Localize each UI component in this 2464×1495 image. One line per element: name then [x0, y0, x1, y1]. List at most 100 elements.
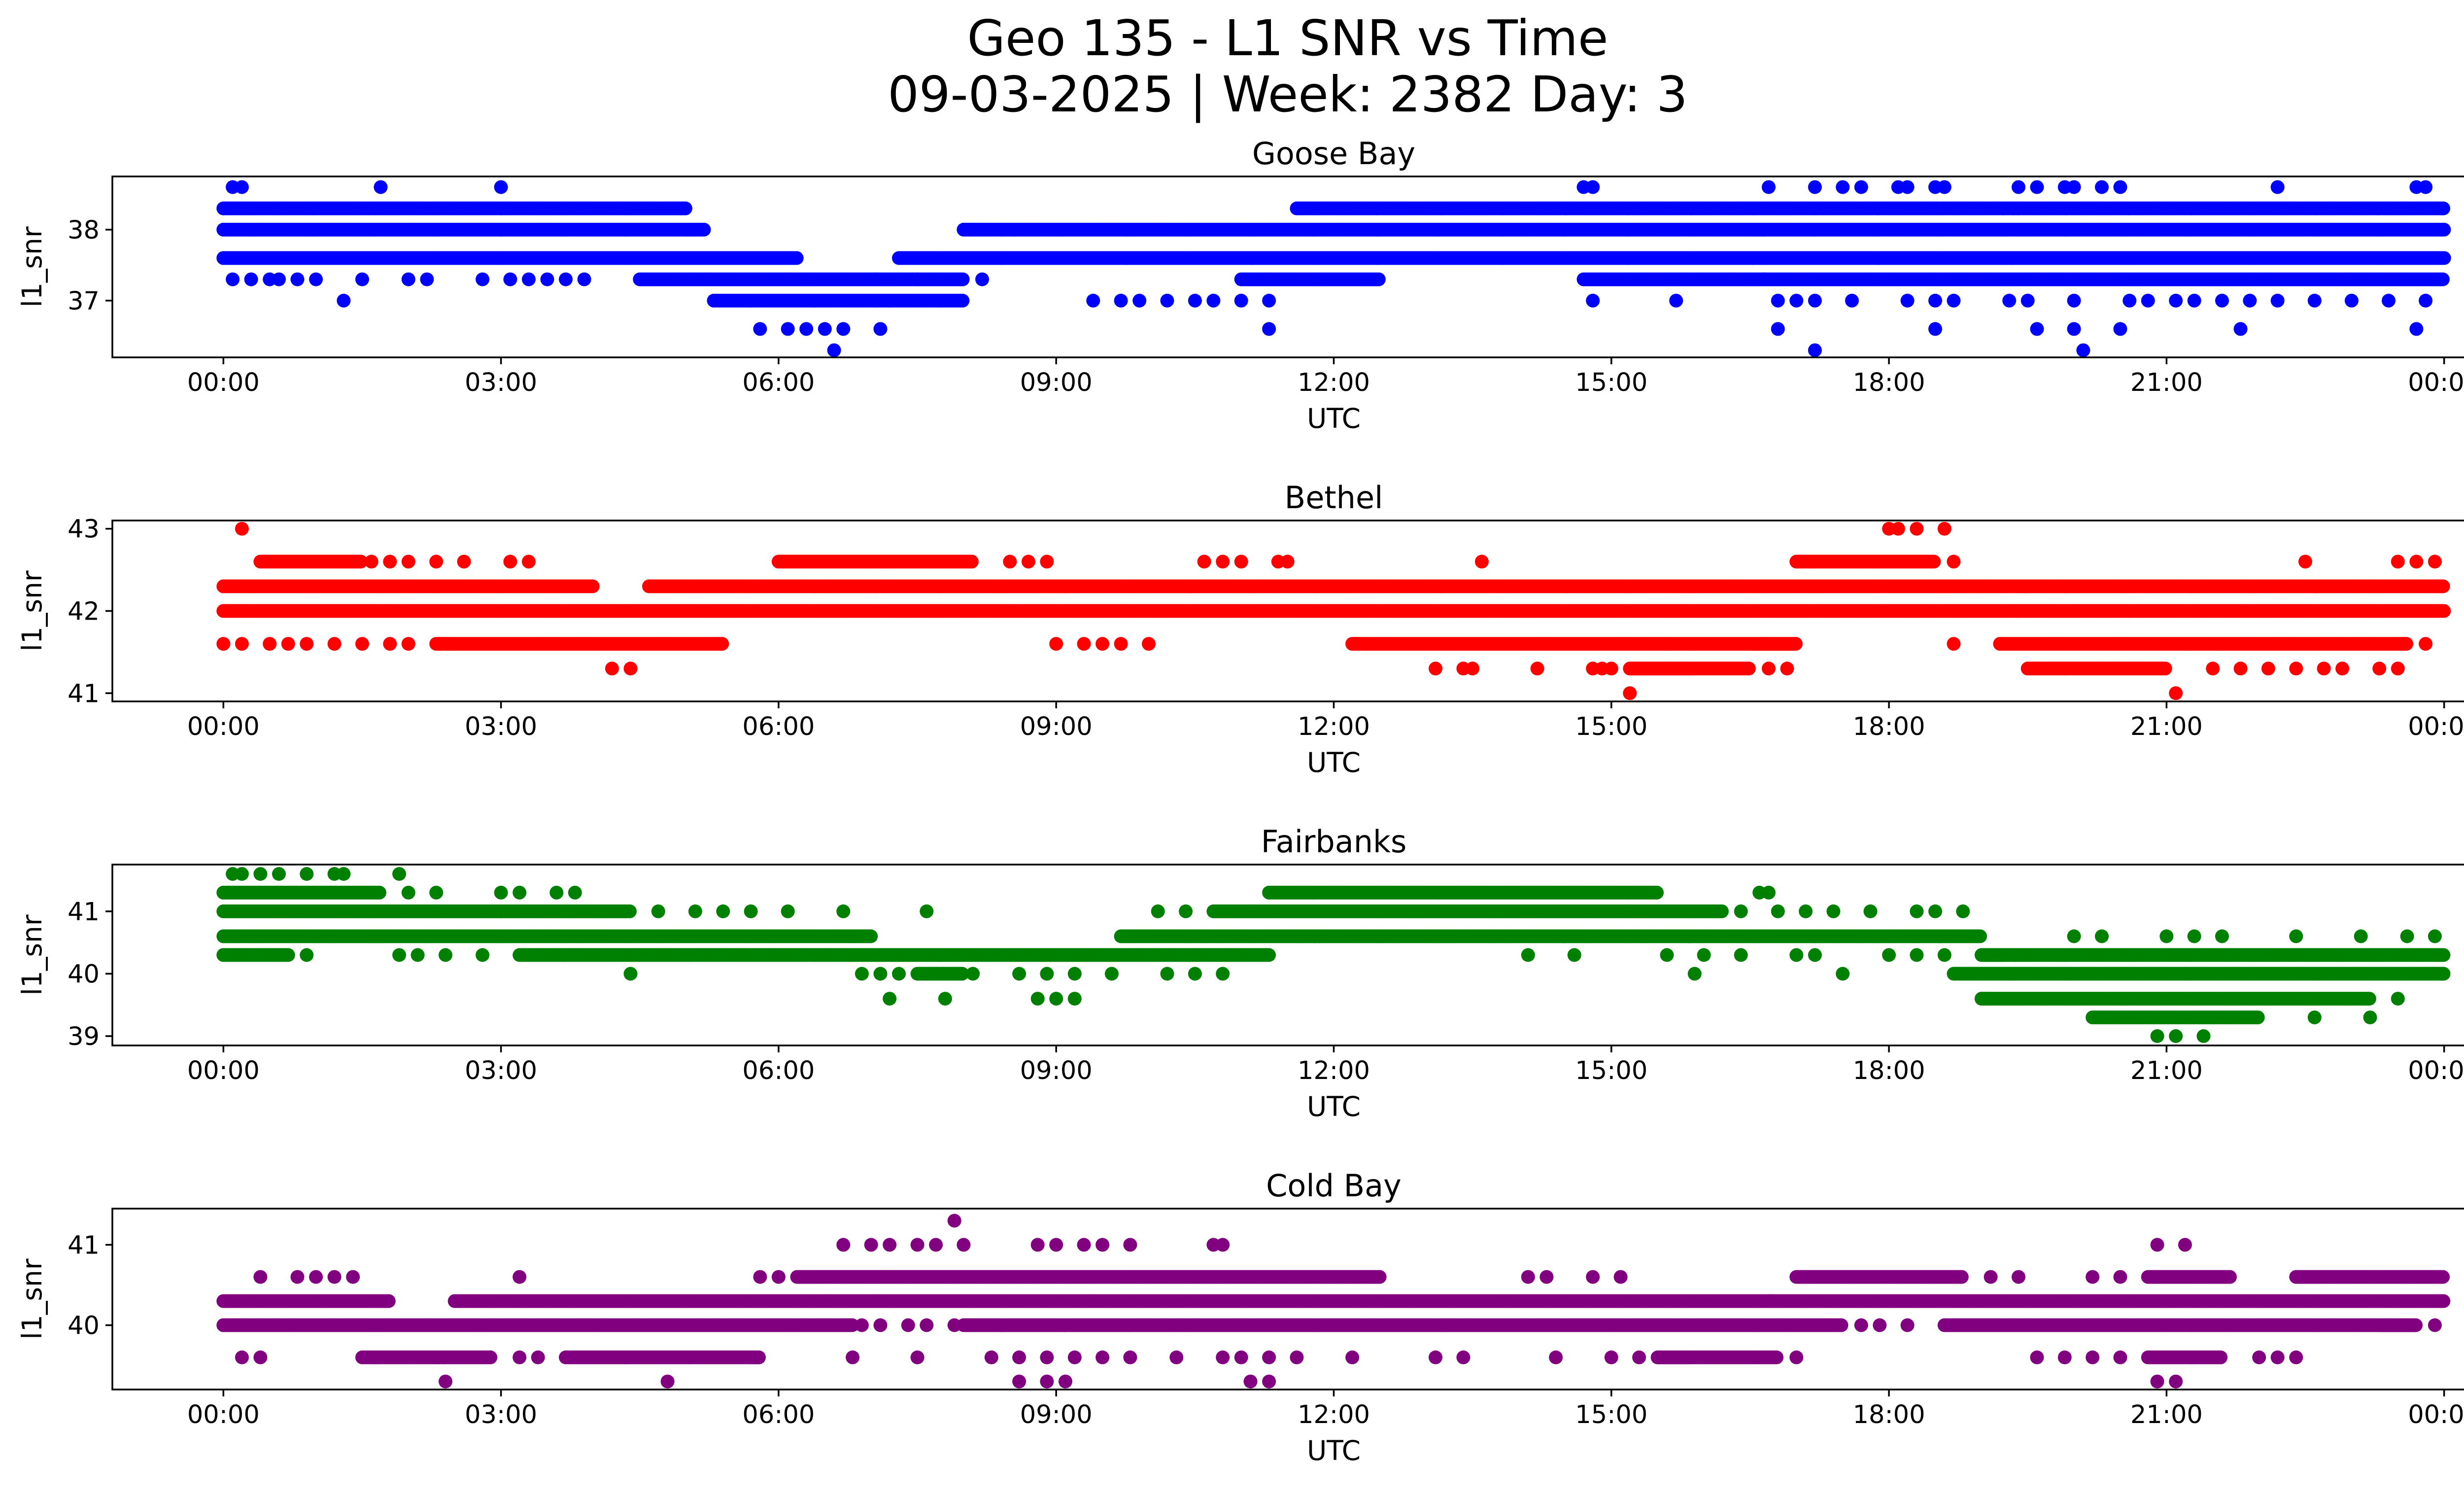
bethel-point: [1780, 661, 1794, 676]
goose-bay-xtick-label: 03:00: [465, 368, 537, 397]
cold-bay-xtick-label: 21:00: [2130, 1400, 2203, 1429]
goose-bay-point: [337, 293, 351, 308]
goose-bay-point: [503, 272, 517, 286]
goose-bay-point: [2141, 293, 2155, 308]
fairbanks-point: [855, 967, 869, 981]
goose-bay-point: [2169, 293, 2183, 308]
cold-bay-point: [1549, 1350, 1563, 1364]
goose-bay-point: [355, 272, 369, 286]
bethel-point: [401, 637, 415, 651]
goose-bay-point: [1854, 180, 1868, 194]
goose-bay-point: [1586, 293, 1600, 308]
fairbanks-band-39-3: [2086, 1010, 2265, 1025]
cold-bay-point: [1262, 1374, 1276, 1389]
bethel-point: [2372, 661, 2387, 676]
fairbanks-point: [272, 867, 286, 881]
cold-bay-point: [1012, 1374, 1027, 1389]
cold-bay-point: [1613, 1270, 1628, 1284]
bethel-ylabel: l1_snr: [16, 570, 48, 651]
cold-bay-point: [901, 1318, 915, 1332]
cold-bay-point: [235, 1350, 249, 1364]
cold-bay-point: [1604, 1350, 1618, 1364]
fairbanks-point: [1067, 992, 1082, 1006]
cold-bay-point: [439, 1374, 452, 1389]
cold-bay-point: [513, 1270, 527, 1284]
fairbanks-point: [623, 967, 638, 981]
goose-bay-point: [910, 272, 924, 286]
fairbanks-points: [216, 867, 2451, 1043]
goose-bay-point: [1188, 293, 1202, 308]
goose-bay-point: [559, 272, 573, 286]
cold-bay-point: [1345, 1350, 1360, 1364]
fairbanks-point: [1567, 948, 1581, 962]
goose-bay-point: [290, 272, 305, 286]
goose-bay-point: [2382, 293, 2396, 308]
fairbanks-point: [235, 867, 249, 881]
goose-bay-point: [1132, 293, 1147, 308]
cold-bay-band-39-6: [355, 1350, 2228, 1364]
cold-bay-point: [947, 1214, 961, 1228]
cold-bay-point: [2113, 1350, 2127, 1364]
goose-bay-point: [2076, 343, 2090, 357]
fairbanks-xtick-label: 18:00: [1853, 1056, 1925, 1085]
cold-bay-point: [1290, 1350, 1304, 1364]
cold-bay-point: [1540, 1270, 1554, 1284]
goose-bay-xtick-label: 12:00: [1298, 368, 1370, 397]
bethel-point: [429, 555, 444, 569]
goose-bay-point: [1836, 180, 1850, 194]
fairbanks-point: [1104, 967, 1119, 981]
cold-bay-point: [836, 1238, 851, 1252]
goose-bay-title: Goose Bay: [1252, 136, 1415, 172]
bethel-point: [1937, 522, 1951, 536]
fairbanks-point: [300, 867, 314, 881]
fairbanks-subplot: Fairbanks 00:00 03:00 06:00 09:00 12:00 15:00 1…: [16, 824, 2464, 1122]
bethel-point: [503, 555, 517, 569]
goose-bay-point: [235, 180, 249, 194]
bethel-point: [327, 637, 342, 651]
cold-bay-point: [1123, 1350, 1137, 1364]
fairbanks-point: [1771, 904, 1785, 918]
goose-bay-point: [1086, 293, 1100, 308]
bethel-point: [1197, 555, 1211, 569]
bethel-xtick-label: 21:00: [2130, 712, 2203, 741]
fairbanks-band-41-3: [216, 885, 1664, 900]
cold-bay-point: [2057, 1350, 2072, 1364]
goose-bay-point: [272, 272, 286, 286]
bethel-point: [2428, 555, 2442, 569]
goose-bay-band-38-3: [216, 201, 2451, 215]
cold-bay-point: [984, 1350, 998, 1364]
bethel-point: [235, 637, 249, 651]
bethel-point: [281, 637, 295, 651]
goose-bay-point: [1771, 293, 1785, 308]
goose-bay-xlabel: UTC: [1307, 403, 1361, 434]
fairbanks-point: [1956, 904, 1970, 918]
goose-bay-point: [1771, 322, 1785, 336]
fairbanks-point: [1188, 967, 1202, 981]
fairbanks-point: [411, 948, 425, 962]
cold-bay-point: [855, 1318, 869, 1332]
cold-bay-point: [957, 1238, 971, 1252]
bethel-points: [216, 522, 2451, 700]
bethel-point: [2289, 661, 2303, 676]
bethel-point: [1604, 661, 1618, 676]
goose-bay-point: [2113, 322, 2127, 336]
goose-bay-point: [827, 343, 841, 357]
bethel-point: [1947, 637, 1961, 651]
cold-bay-point: [1216, 1238, 1230, 1252]
fairbanks-point: [873, 967, 888, 981]
goose-bay-ytick-label: 37: [68, 287, 100, 316]
cold-bay-point: [910, 1238, 924, 1252]
cold-bay-xtick-label: 15:00: [1575, 1400, 1647, 1429]
bethel-point: [1280, 555, 1295, 569]
cold-bay-point: [2086, 1270, 2100, 1284]
bethel-point: [521, 555, 536, 569]
fairbanks-point: [1789, 948, 1804, 962]
cold-bay-point: [2012, 1270, 2025, 1284]
cold-bay-point: [1049, 1238, 1063, 1252]
bethel-point: [2169, 686, 2183, 700]
goose-bay-point: [799, 322, 814, 336]
goose-bay-point: [309, 272, 323, 286]
bethel-point: [2298, 555, 2312, 569]
fairbanks-xtick-label: 00:00: [187, 1056, 260, 1085]
fairbanks-point: [836, 904, 851, 918]
